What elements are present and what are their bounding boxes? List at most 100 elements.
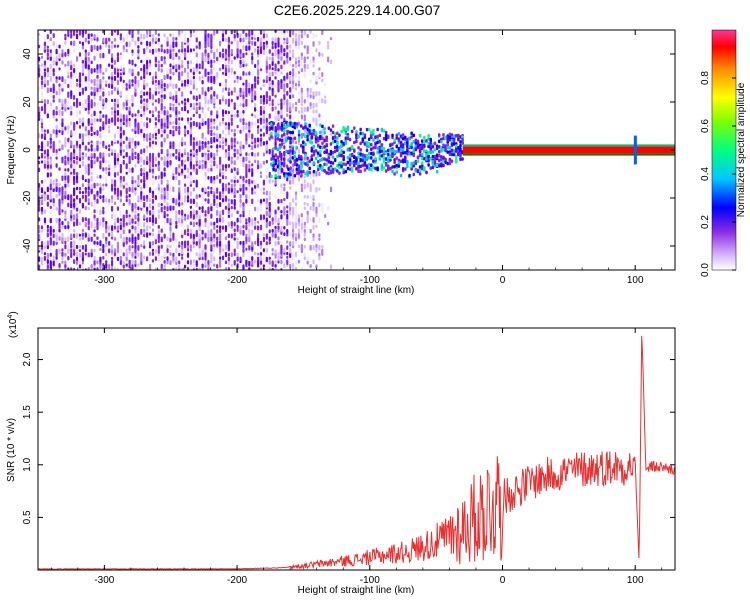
- spectrogram-cell: [329, 59, 333, 64]
- spectrogram-cell: [271, 232, 274, 238]
- spectrogram-cell: [280, 98, 283, 103]
- colorbar-tick-label: 0.8: [700, 71, 711, 85]
- spectrogram-cell: [137, 152, 140, 157]
- spectrogram-cell: [274, 168, 277, 172]
- spectrogram-cell: [310, 146, 314, 151]
- spectrogram-cell: [195, 152, 198, 157]
- spectrogram-cell: [454, 155, 458, 159]
- spectrogram-cell: [40, 259, 44, 266]
- spectrogram-cell: [134, 186, 137, 191]
- spectrogram-cell: [96, 101, 99, 107]
- spectrogram-cell: [157, 267, 160, 270]
- spectrogram-cell: [306, 97, 309, 103]
- spectrogram-cell: [433, 156, 437, 161]
- spectrogram-cell: [38, 133, 41, 139]
- spectrogram-cell: [342, 162, 345, 166]
- spectrogram-cell: [73, 251, 76, 256]
- spectrogram-cell: [113, 183, 117, 188]
- spectrogram-cell: [140, 149, 143, 155]
- spectrogram-cell: [312, 169, 316, 174]
- spectrogram-cell: [230, 156, 233, 160]
- spectrogram-cell: [262, 106, 266, 111]
- spectrogram-cell: [233, 228, 236, 233]
- spectrogram-cell: [254, 41, 257, 47]
- spectrogram-cell: [233, 102, 236, 108]
- spectrogram-cell: [128, 30, 131, 35]
- spectrogram-cell: [210, 121, 213, 126]
- spectrogram-cell: [262, 214, 266, 220]
- spectrogram-cell: [259, 199, 263, 204]
- spectrogram-cell: [239, 49, 242, 54]
- spectrogram-cell: [128, 79, 131, 85]
- spectrogram-cell: [224, 110, 228, 115]
- spectrogram-cell: [251, 30, 254, 36]
- spectrogram-cell: [227, 110, 230, 115]
- spectrogram-cell: [325, 138, 328, 143]
- spectrogram-cell: [437, 149, 441, 154]
- spectrogram-cell: [172, 236, 175, 241]
- spectrogram-cell: [134, 40, 137, 46]
- spectrogram-cell: [251, 187, 254, 192]
- spectrogram-cell: [367, 127, 371, 132]
- spectrogram-cell: [110, 213, 114, 219]
- spectrogram-cell: [300, 229, 303, 234]
- spectrogram-cell: [221, 117, 225, 122]
- spectrogram-cell: [254, 159, 257, 164]
- spectrogram-cell: [268, 56, 271, 61]
- spectrogram-cell: [119, 132, 122, 139]
- spectrogram-cell: [306, 202, 309, 207]
- spectrogram-cell: [283, 206, 286, 212]
- spectrogram-cell: [342, 150, 345, 155]
- spectrogram-cell: [219, 256, 222, 260]
- spectrogram-cell: [143, 64, 146, 70]
- spectrogram-cell: [61, 118, 64, 123]
- spectrogram-cell: [181, 248, 184, 255]
- spectrogram-cell: [262, 110, 266, 115]
- spectrogram-cell: [315, 102, 318, 108]
- spectrogram-cell: [122, 130, 125, 136]
- spectrogram-cell: [245, 247, 248, 251]
- spectrogram-cell: [245, 63, 248, 67]
- spectrogram-cell: [412, 133, 416, 138]
- spectrogram-cell: [233, 37, 236, 42]
- spectrogram-cell: [122, 214, 125, 221]
- spectrogram-cell: [99, 141, 102, 145]
- spectrogram-cell: [157, 224, 160, 229]
- spectrogram-cell: [286, 205, 289, 209]
- spectrogram-cell: [245, 91, 248, 98]
- spectrogram-cell: [207, 86, 210, 92]
- spectrogram-cell: [286, 37, 289, 44]
- spectrogram-cell: [38, 113, 41, 120]
- spectrogram-cell: [293, 154, 297, 159]
- spectrogram-cell: [292, 79, 295, 85]
- spectrogram-cell: [40, 206, 44, 212]
- spectrogram-cell: [140, 156, 143, 163]
- spectrogram-cell: [38, 156, 41, 160]
- spectrogram-cell: [151, 155, 155, 162]
- spectrogram-cell: [75, 160, 79, 165]
- spectrogram-cell: [272, 121, 275, 126]
- spectrogram-cell: [227, 214, 230, 219]
- spectrogram-cell: [297, 56, 301, 60]
- spectrogram-cell: [40, 141, 44, 147]
- spectrogram-cell: [338, 171, 341, 175]
- spectrogram-cell: [259, 37, 263, 43]
- spectrogram-cell: [134, 247, 137, 254]
- spectrogram-cell: [406, 151, 409, 156]
- spectrogram-cell: [148, 30, 152, 36]
- spectrogram-cell: [427, 154, 430, 159]
- spectrogram-cell: [105, 37, 108, 44]
- spectrogram-cell: [353, 163, 356, 168]
- spectrogram-cell: [399, 173, 403, 178]
- spectrogram-cell: [416, 155, 420, 160]
- spectrogram-cell: [108, 144, 111, 148]
- spectrogram-cell: [262, 44, 266, 51]
- spectrogram-cell: [58, 145, 61, 149]
- spectrogram-cell: [251, 163, 254, 167]
- spectrogram-cell: [52, 255, 55, 261]
- spectrogram-cell: [78, 147, 82, 153]
- spectrogram-cell: [90, 251, 93, 258]
- spectrogram-cell: [110, 53, 114, 58]
- spectrogram-cell: [262, 251, 266, 257]
- spectrogram-cell: [160, 63, 163, 68]
